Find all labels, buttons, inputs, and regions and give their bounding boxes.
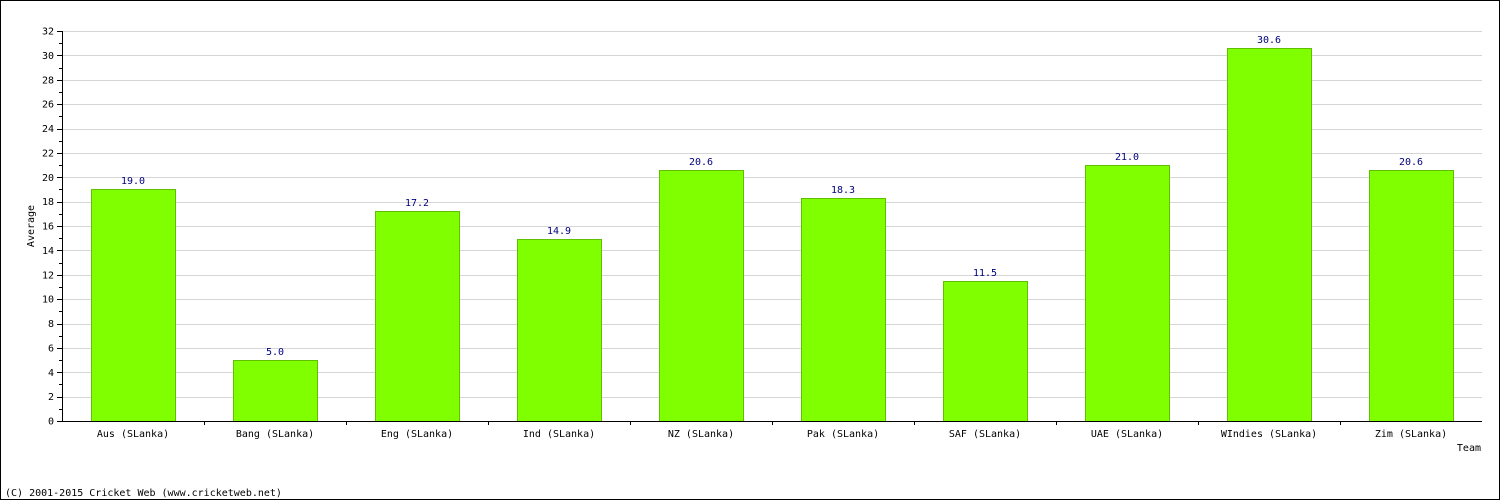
value-label: 11.5: [973, 268, 997, 279]
x-tick-label: Aus (SLanka): [97, 429, 169, 440]
y-tick-label: 4: [48, 368, 54, 379]
bar-6: [801, 198, 886, 422]
value-label: 18.3: [831, 185, 855, 196]
y-tick-label: 12: [42, 270, 54, 281]
bar-2: [233, 360, 318, 422]
x-tick-label: WIndies (SLanka): [1221, 429, 1317, 440]
x-tick-label: Pak (SLanka): [807, 429, 879, 440]
x-tick-label: Ind (SLanka): [523, 429, 595, 440]
bar-7: [943, 281, 1028, 422]
y-tick-label: 26: [42, 100, 54, 111]
bar-9: [1227, 48, 1312, 422]
value-label: 20.6: [1399, 157, 1423, 168]
y-tick-label: 20: [42, 173, 54, 184]
footer-copyright: (C) 2001-2015 Cricket Web (www.cricketwe…: [5, 488, 282, 499]
y-tick-label: 18: [42, 197, 54, 208]
y-tick-label: 8: [48, 319, 54, 330]
y-tick-label: 2: [48, 392, 54, 403]
y-tick-label: 24: [42, 124, 54, 135]
bar-5: [659, 170, 744, 422]
y-tick-label: 14: [42, 246, 54, 257]
value-label: 20.6: [689, 157, 713, 168]
value-label: 21.0: [1115, 152, 1139, 163]
value-label: 5.0: [266, 347, 284, 358]
x-tick-label: NZ (SLanka): [668, 429, 734, 440]
value-label: 14.9: [547, 226, 571, 237]
y-tick-label: 28: [42, 75, 54, 86]
value-label: 30.6: [1257, 35, 1281, 46]
x-tick-label: UAE (SLanka): [1091, 429, 1163, 440]
bars: 19.0 5.0 17.2 14.9 20.6 18.3 11.5 21.0 30.6 20.6: [91, 35, 1454, 422]
x-axis-title: Team: [1457, 443, 1481, 454]
bar-10: [1369, 170, 1454, 422]
bar-8: [1085, 165, 1170, 422]
value-label: 17.2: [405, 198, 429, 209]
y-tick-label: 16: [42, 222, 54, 233]
y-tick-label: 10: [42, 295, 54, 306]
value-label: 19.0: [121, 176, 145, 187]
bar-4: [517, 239, 602, 422]
x-tick-label: Bang (SLanka): [236, 429, 314, 440]
x-tick-label: Zim (SLanka): [1375, 429, 1447, 440]
y-tick-label: 22: [42, 148, 54, 159]
x-tick-label: SAF (SLanka): [949, 429, 1021, 440]
y-tick-label: 30: [42, 51, 54, 62]
x-tick-label: Eng (SLanka): [381, 429, 453, 440]
y-tick-label: 32: [42, 27, 54, 38]
bar-1: [91, 189, 176, 422]
y-tick-label: 0: [48, 417, 54, 428]
bar-3: [375, 211, 460, 422]
y-tick-label: 6: [48, 343, 54, 354]
y-axis-title: Average: [26, 205, 37, 247]
